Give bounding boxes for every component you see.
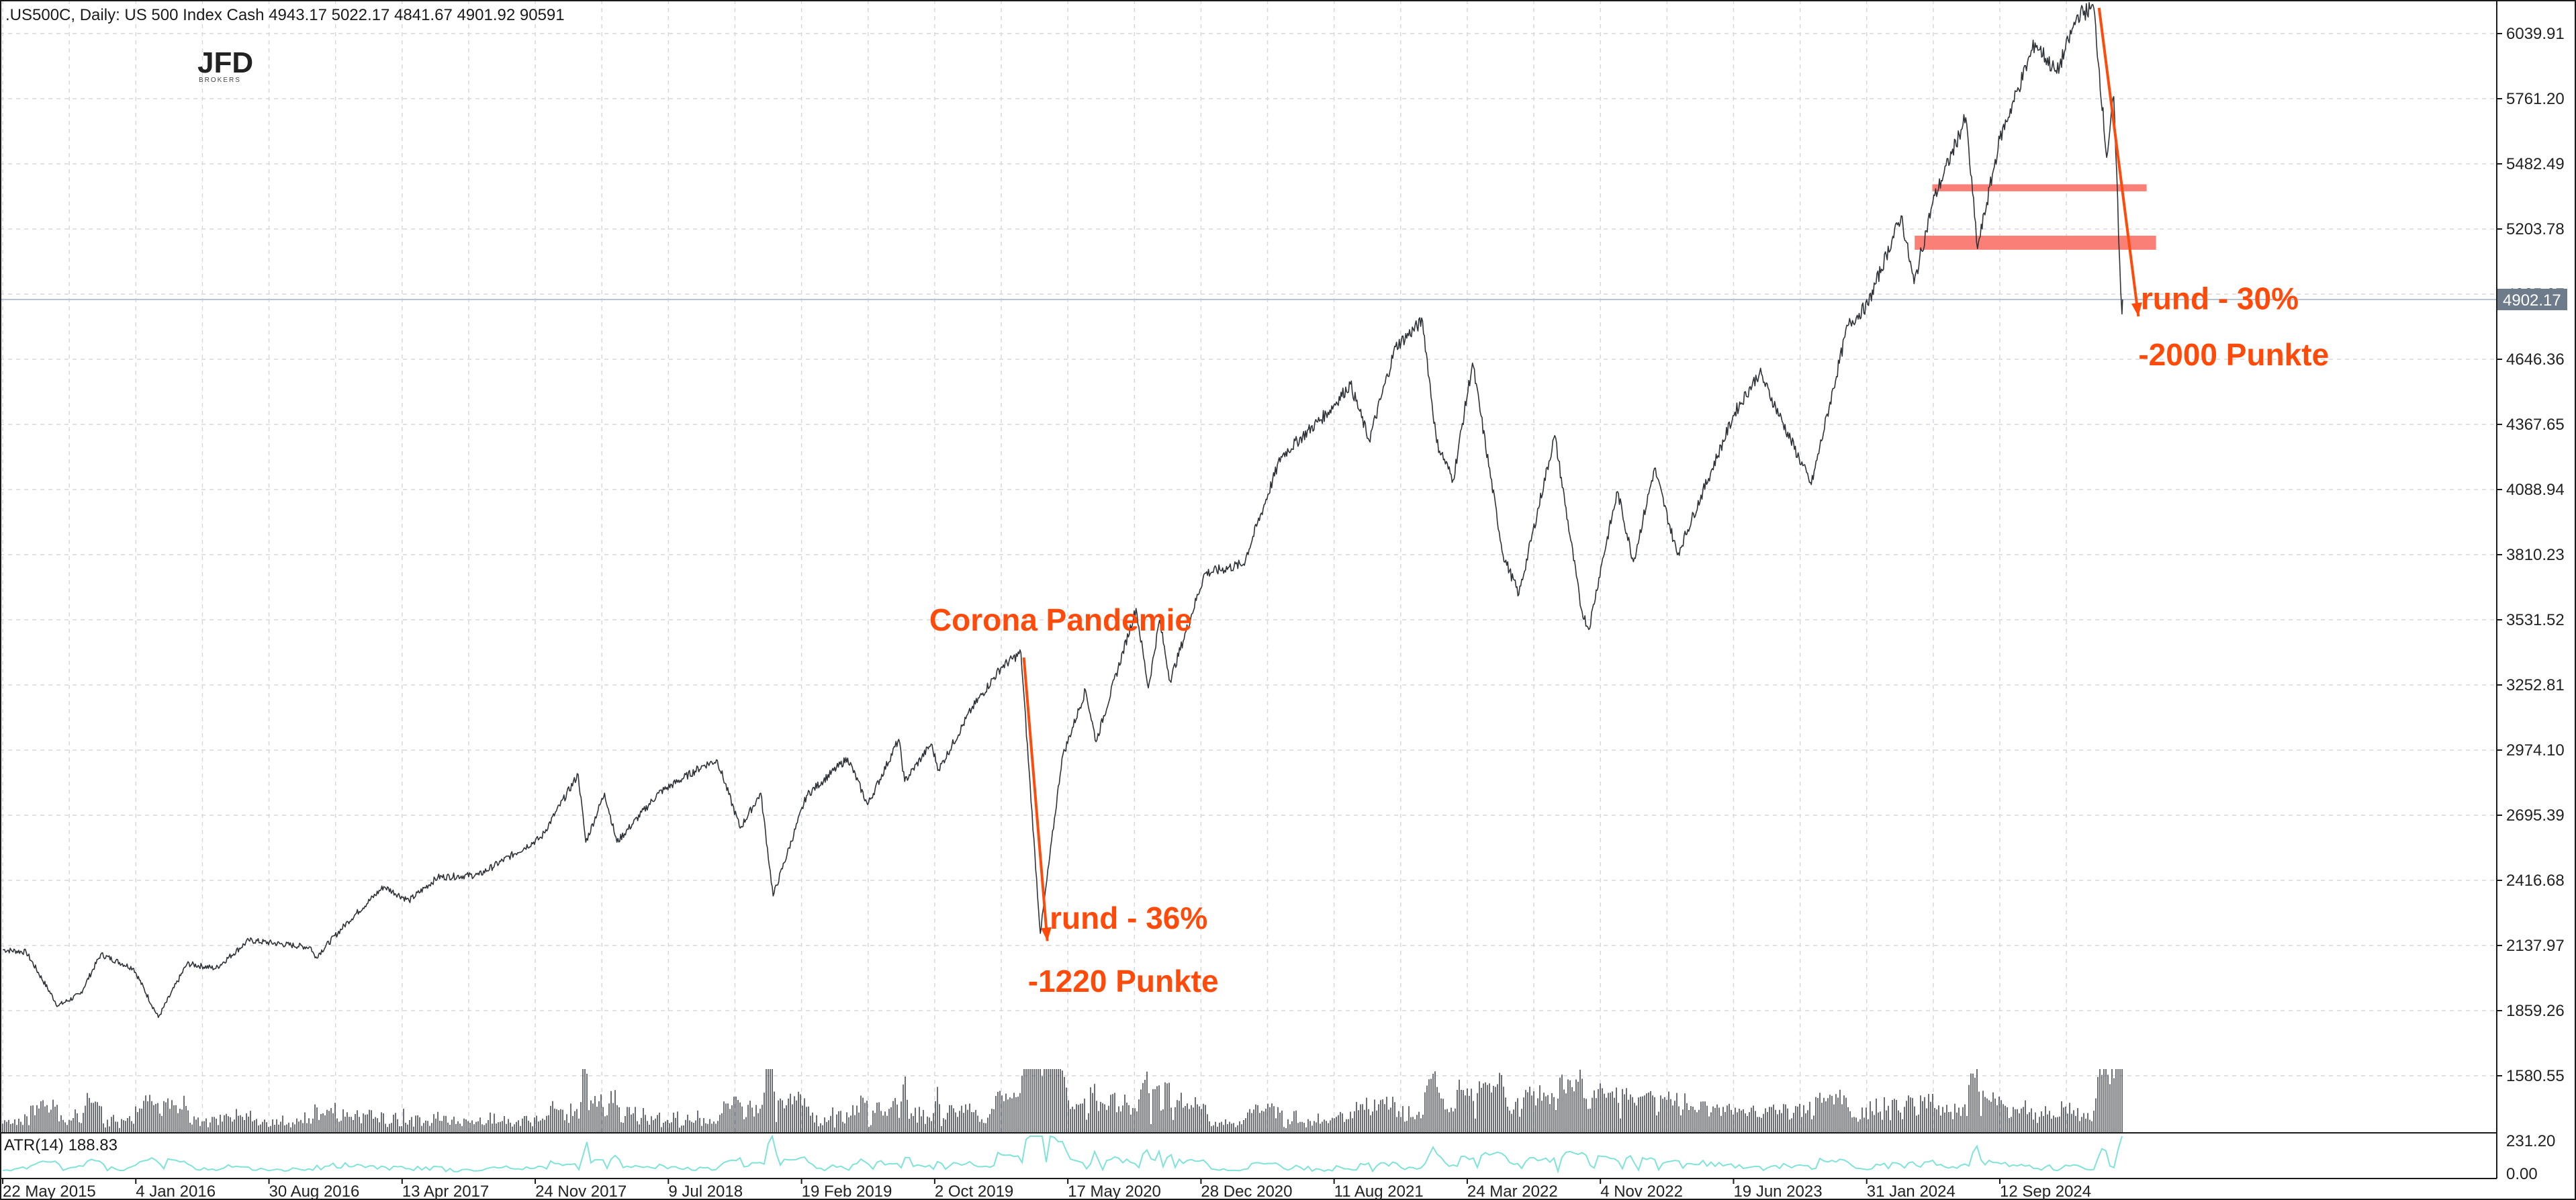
atr-label: ATR(14) 188.83: [4, 1136, 118, 1154]
x-tick-label: 9 Jul 2018: [668, 1183, 743, 1200]
support-zones: [1915, 184, 2156, 250]
logo-text: JFD: [197, 46, 253, 79]
atr-axis-bottom: 0.00: [2506, 1165, 2538, 1183]
x-tick-label: 28 Dec 2020: [1201, 1183, 1292, 1200]
covid-drop-arrow: [1022, 657, 1049, 941]
x-tick-label: 24 Mar 2022: [1467, 1183, 1558, 1200]
price-line: [2, 2, 2123, 1018]
x-tick-label: 22 May 2015: [3, 1183, 96, 1200]
logo-subtext: BROKERS: [199, 77, 241, 84]
x-tick-label: 19 Jun 2023: [1733, 1183, 1822, 1200]
y-tick-label: 4367.65: [2506, 416, 2565, 434]
x-tick-label: 2 Oct 2019: [935, 1183, 1013, 1200]
atr-line: [2, 1134, 2123, 1174]
annotation-current-points: -2000 Punkte: [2138, 337, 2329, 372]
y-tick-label: 3531.52: [2506, 611, 2565, 629]
y-tick-label: 2137.97: [2506, 937, 2565, 955]
price-axis: 6039.915761.205482.495203.784925.074646.…: [2497, 25, 2565, 1085]
price-series: [2, 2, 2123, 1018]
x-tick-label: 11 Aug 2021: [1334, 1183, 1424, 1200]
price-tag-value: 4902.17: [2503, 291, 2561, 310]
support-zone-2: [1915, 236, 2156, 250]
symbol-header: .US500C, Daily: US 500 Index Cash 4943.1…: [5, 6, 565, 24]
annotation-covid-drop: rund - 36%: [1050, 901, 1207, 935]
y-tick-label: 5482.49: [2506, 155, 2565, 173]
x-tick-label: 4 Nov 2022: [1600, 1183, 1683, 1200]
current-drop-arrow: [2097, 7, 2140, 317]
x-tick-label: 12 Sep 2024: [2000, 1183, 2091, 1200]
y-tick-label: 4646.36: [2506, 351, 2565, 369]
jfd-logo: JFD BROKERS: [197, 46, 253, 84]
x-tick-label: 13 Apr 2017: [402, 1183, 489, 1200]
y-tick-label: 5203.78: [2506, 220, 2565, 238]
time-axis: 22 May 2015 4 Jan 2016 30 Aug 2016 13 Apr 2…: [2, 1179, 2091, 1200]
covid-drop-arrow-head: [1041, 927, 1052, 941]
annotation-labels: Corona Pandemie rund - 36% -1220 Punkte run…: [929, 281, 2329, 999]
support-zone-1: [1932, 184, 2147, 191]
current-price-tag: 4902.17: [2497, 288, 2567, 310]
x-tick-label: 4 Jan 2016: [136, 1183, 216, 1200]
gridlines: [0, 0, 2497, 1133]
annotation-covid-points: -1220 Punkte: [1028, 964, 1219, 999]
annotation-arrows: [1022, 7, 2142, 941]
y-tick-label: 1580.55: [2506, 1067, 2565, 1085]
y-tick-label: 3810.23: [2506, 546, 2565, 564]
x-tick-label: 17 May 2020: [1068, 1183, 1161, 1200]
atr-axis-top: 231.20: [2506, 1132, 2555, 1150]
x-tick-label: 31 Jan 2024: [1867, 1183, 1956, 1200]
price-tag-background: [2497, 288, 2567, 310]
x-tick-label: 19 Feb 2019: [802, 1183, 892, 1200]
y-tick-label: 3252.81: [2506, 676, 2565, 694]
y-tick-label: 2416.68: [2506, 872, 2565, 890]
y-tick-label: 4088.94: [2506, 481, 2565, 499]
x-tick-label: 24 Nov 2017: [535, 1183, 627, 1200]
annotation-current-drop: rund - 30%: [2141, 281, 2299, 316]
annotation-covid-title: Corona Pandemie: [929, 602, 1192, 637]
y-tick-label: 5761.20: [2506, 90, 2565, 108]
x-tick-label: 30 Aug 2016: [269, 1183, 360, 1200]
atr-indicator-line: [2, 1134, 2123, 1174]
volume-histogram: [2, 1069, 2123, 1133]
y-tick-label: 2695.39: [2506, 806, 2565, 825]
current-drop-arrow-head: [2131, 302, 2142, 317]
volume-bars: [2, 1069, 2123, 1133]
y-tick-label: 2974.10: [2506, 741, 2565, 759]
y-tick-label: 1859.26: [2506, 1002, 2565, 1020]
y-tick-label: 6039.91: [2506, 25, 2565, 43]
